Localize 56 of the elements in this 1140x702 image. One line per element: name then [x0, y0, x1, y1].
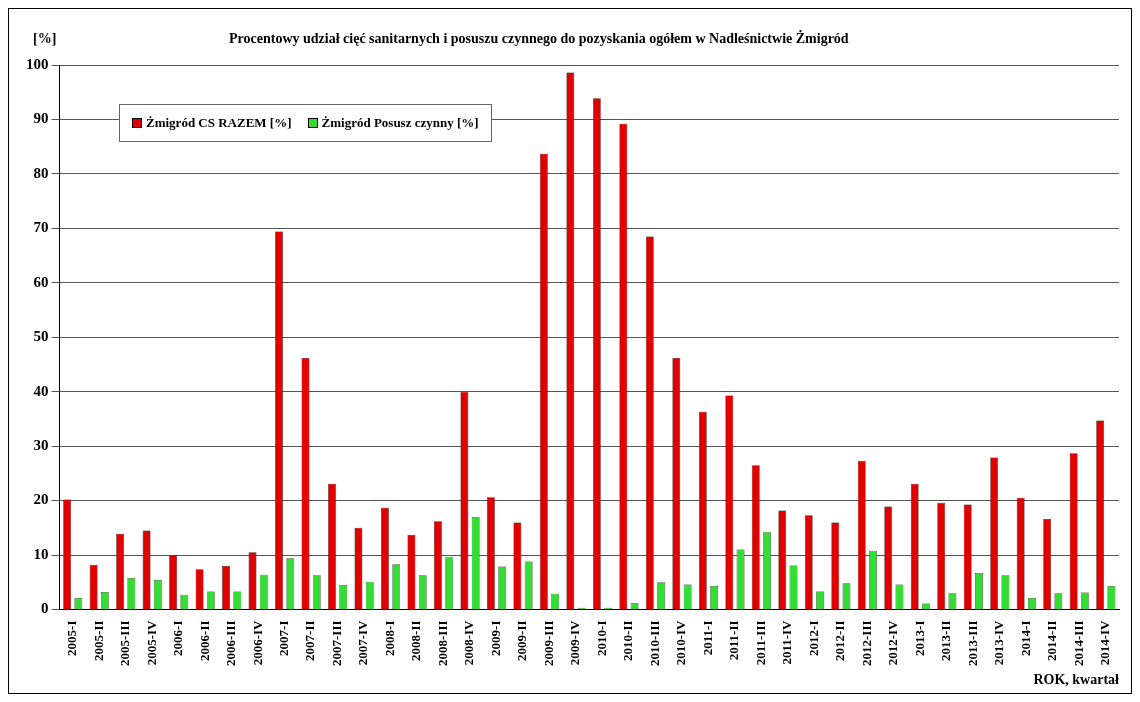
- legend-label: Żmigród Posusz czynny [%]: [321, 115, 479, 131]
- x-tick-label: 2010-III: [646, 620, 662, 667]
- x-tick-label: 2014-II: [1044, 620, 1060, 661]
- x-tick-label: 2013-IV: [991, 619, 1007, 666]
- x-tick-label: 2005-IV: [143, 619, 159, 666]
- x-tick-label: 2005-II: [90, 620, 106, 661]
- x-tick-label: 2005-III: [117, 620, 133, 667]
- y-tick-label: 100: [26, 55, 49, 72]
- x-tick-label: 2011-IV: [779, 619, 795, 665]
- x-tick-label: 2006-I: [170, 620, 186, 656]
- x-tick-label: 2009-I: [487, 620, 503, 656]
- x-tick-label: 2009-IV: [567, 619, 583, 666]
- x-tick-label: 2012-II: [832, 620, 848, 661]
- y-axis-title: [%]: [33, 30, 57, 46]
- x-tick-label: 2014-III: [1070, 620, 1086, 667]
- x-tick-label: 2010-II: [620, 620, 636, 661]
- x-tick-label: 2011-I: [699, 620, 715, 656]
- x-tick-label: 2009-II: [514, 620, 530, 661]
- x-tick-label: 2007-III: [328, 620, 344, 667]
- x-tick-label: 2006-II: [196, 620, 212, 661]
- y-tick-label: 10: [33, 545, 49, 562]
- y-tick-label: 50: [33, 328, 49, 345]
- x-tick-label: 2010-IV: [673, 619, 689, 666]
- x-tick-label: 2012-III: [858, 620, 874, 667]
- x-tick-label: 2008-II: [408, 620, 424, 661]
- x-tick-label: 2013-II: [938, 620, 954, 661]
- x-tick-label: 2013-III: [964, 620, 980, 667]
- x-tick-label: 2014-IV: [1097, 619, 1113, 666]
- x-tick-label: 2007-II: [302, 620, 318, 661]
- x-tick-label: 2013-I: [911, 620, 927, 656]
- x-tick-label: 2011-II: [726, 620, 742, 661]
- legend-label: Żmigród CS RAZEM [%]: [146, 115, 292, 131]
- x-axis-title: ROK, kwartał: [1033, 671, 1120, 687]
- y-tick-label: 60: [33, 273, 49, 290]
- x-tick-label: 2005-I: [64, 620, 80, 656]
- x-tick-label: 2007-IV: [355, 619, 371, 666]
- y-tick-label: 0: [41, 600, 49, 617]
- x-tick-label: 2009-III: [540, 620, 556, 667]
- x-tick-label: 2010-I: [593, 620, 609, 656]
- x-tick-label: 2012-IV: [885, 619, 901, 666]
- x-tick-label: 2008-III: [434, 620, 450, 667]
- x-tick-label: 2006-IV: [249, 619, 265, 666]
- chart-title: Procentowy udział cięć sanitarnych i posuszu czynnego do pozyskania ogółem w Nadleśnictwie Żmigród: [229, 29, 849, 46]
- y-tick-label: 30: [33, 437, 49, 454]
- x-tick-label: 2014-I: [1017, 620, 1033, 656]
- y-tick-label: 80: [33, 164, 49, 181]
- y-tick-label: 90: [33, 110, 49, 127]
- x-tick-label: 2008-IV: [461, 619, 477, 666]
- y-tick-label: 70: [33, 219, 49, 236]
- x-tick-label: 2008-I: [381, 620, 397, 656]
- x-tick-label: 2007-I: [276, 620, 291, 656]
- x-tick-label: 2011-III: [752, 620, 768, 666]
- x-tick-label: 2006-III: [223, 620, 239, 667]
- y-tick-label: 40: [33, 382, 49, 399]
- y-tick-label: 20: [33, 491, 49, 508]
- x-tick-label: 2012-I: [805, 620, 821, 656]
